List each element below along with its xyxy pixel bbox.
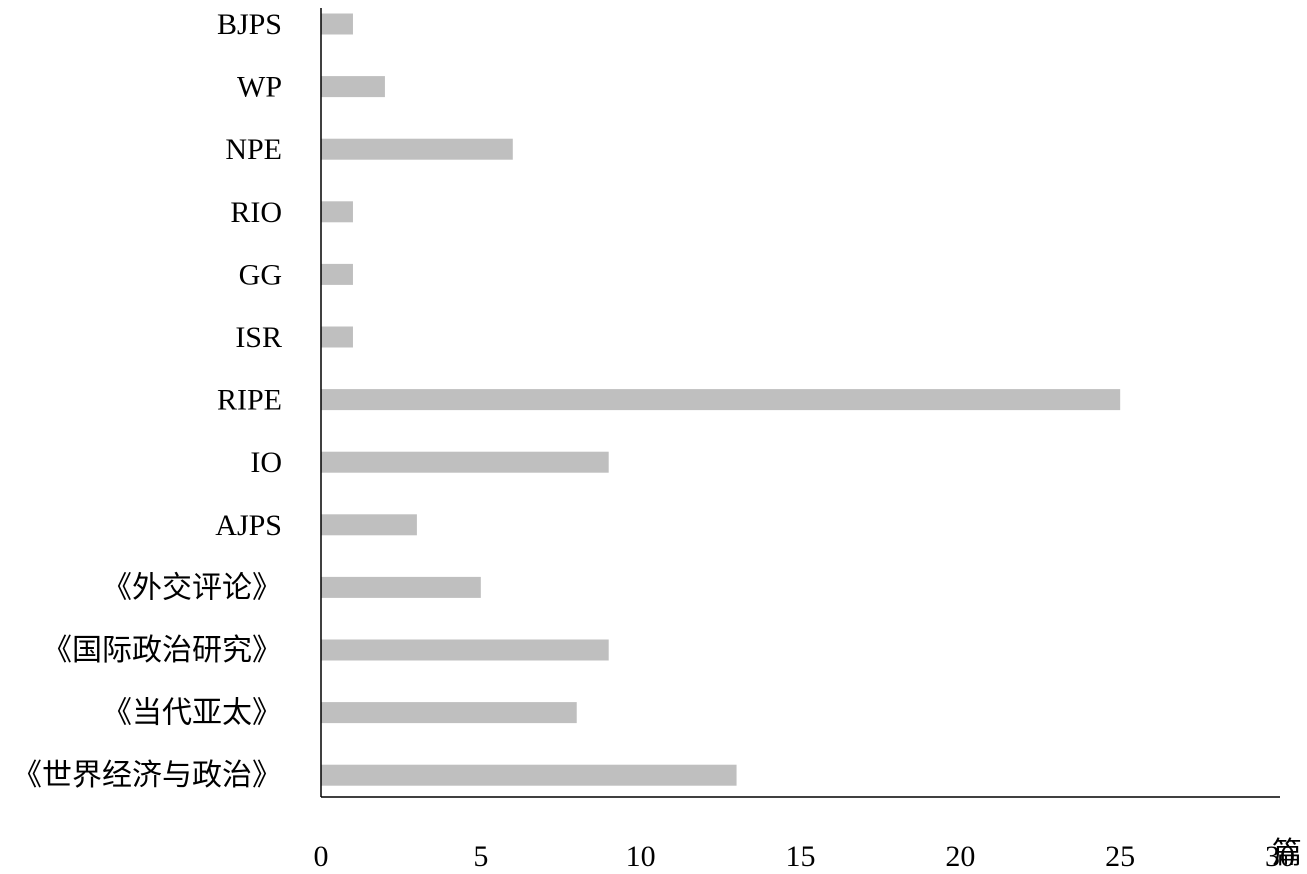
category-label-wp: WP bbox=[237, 71, 282, 104]
x-tick-label-10: 10 bbox=[626, 840, 656, 873]
bar-ajps bbox=[321, 514, 417, 536]
category-labels: BJPS WP NPE RIO GG ISR RIPE IO AJPS 《外交评论》《国际政治研究… bbox=[12, 8, 282, 792]
x-axis-unit-label: 篇 bbox=[1272, 836, 1302, 871]
x-tick-label-5: 5 bbox=[473, 840, 488, 873]
bar-wp bbox=[321, 76, 385, 98]
category-label-ripe: RIPE bbox=[217, 384, 282, 417]
bar-ripe bbox=[321, 389, 1121, 411]
x-tick-label-30: 30 bbox=[1265, 840, 1295, 873]
bar-世界经济与政治 bbox=[321, 764, 737, 786]
x-tick-labels: 0 5 10 15 20 25 30 bbox=[314, 840, 1296, 873]
bar-io bbox=[321, 451, 609, 473]
bar-npe bbox=[321, 138, 513, 160]
category-label-外交评论: 《外交评论》 bbox=[102, 571, 282, 604]
bar-bjps bbox=[321, 13, 353, 35]
category-label-当代亚太: 《当代亚太》 bbox=[102, 697, 282, 730]
category-label-rio: RIO bbox=[230, 196, 282, 229]
x-tick-label-15: 15 bbox=[786, 840, 816, 873]
bar-rio bbox=[321, 201, 353, 223]
category-label-isr: ISR bbox=[235, 321, 282, 354]
category-label-ajps: AJPS bbox=[215, 509, 282, 542]
x-tick-label-0: 0 bbox=[314, 840, 329, 873]
x-tick-label-25: 25 bbox=[1105, 840, 1135, 873]
bar-isr bbox=[321, 326, 353, 348]
bar-外交评论 bbox=[321, 576, 481, 598]
category-label-io: IO bbox=[250, 446, 282, 479]
x-tick-label-20: 20 bbox=[945, 840, 975, 873]
category-label-npe: NPE bbox=[225, 133, 282, 166]
category-label-国际政治研究: 《国际政治研究》 bbox=[42, 634, 282, 667]
category-label-gg: GG bbox=[239, 258, 282, 291]
bar-国际政治研究 bbox=[321, 639, 609, 661]
bar-当代亚太 bbox=[321, 702, 577, 724]
bar-gg bbox=[321, 263, 353, 285]
bars-group bbox=[321, 13, 1121, 786]
category-label-世界经济与政治: 《世界经济与政治》 bbox=[12, 759, 282, 792]
category-label-bjps: BJPS bbox=[217, 8, 282, 41]
